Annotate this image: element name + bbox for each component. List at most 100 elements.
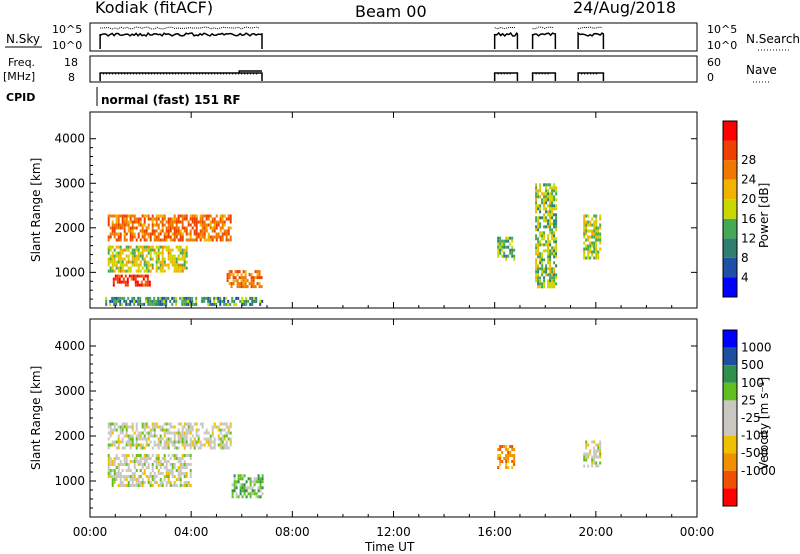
heatmap-cell <box>117 472 120 475</box>
heatmap-cell <box>539 285 542 289</box>
heatmap-cell <box>113 229 116 233</box>
heatmap-cell <box>135 245 138 249</box>
heatmap-cell <box>249 477 252 481</box>
heatmap-cell <box>225 422 228 426</box>
heatmap-cell <box>193 443 196 447</box>
heatmap-cell <box>139 217 142 221</box>
heatmap-cell <box>243 474 246 478</box>
heatmap-cell <box>539 189 542 193</box>
heatmap-cell <box>129 434 132 438</box>
heatmap-cell <box>161 269 164 273</box>
heatmap-cell <box>541 267 544 271</box>
heatmap-cell <box>555 192 558 196</box>
heatmap-cell <box>539 234 542 238</box>
heatmap-cell <box>247 486 250 490</box>
heatmap-cell <box>511 245 514 249</box>
heatmap-cell <box>119 269 122 273</box>
heatmap-cell <box>207 443 210 447</box>
heatmap-cell <box>167 475 170 478</box>
heatmap-cell <box>189 232 192 236</box>
heatmap-cell <box>147 263 150 267</box>
heatmap-cell <box>115 238 118 242</box>
heatmap-cell <box>587 452 590 456</box>
heatmap-cell <box>127 440 130 444</box>
heatmap-cell <box>185 443 188 447</box>
heatmap-cell <box>535 219 538 223</box>
heatmap-cell <box>555 198 558 202</box>
heatmap-cell <box>167 296 170 300</box>
heatmap-cell <box>513 448 516 451</box>
heatmap-cell <box>115 466 118 469</box>
heatmap-cell <box>141 446 144 450</box>
heatmap-cell <box>129 260 132 264</box>
heatmap-cell <box>151 302 154 306</box>
heatmap-cell <box>256 282 259 286</box>
heatmap-cell <box>507 460 510 463</box>
heatmap-cell <box>543 192 546 196</box>
heatmap-cell <box>133 296 136 300</box>
heatmap-cell <box>258 285 261 289</box>
heatmap-cell <box>153 217 156 221</box>
heatmap-cell <box>551 279 554 283</box>
heatmap-cell <box>213 443 216 447</box>
heatmap-cell <box>511 460 514 463</box>
heatmap-cell <box>189 229 192 233</box>
heatmap-cell <box>585 458 588 462</box>
heatmap-cell <box>537 189 540 193</box>
heatmap-cell <box>155 434 158 438</box>
heatmap-cell <box>171 296 174 300</box>
heatmap-cell <box>109 469 112 472</box>
heatmap-cell <box>225 446 228 450</box>
heatmap-cell <box>134 274 137 278</box>
heatmap-cell <box>235 302 238 306</box>
heatmap-cell <box>143 446 146 450</box>
heatmap-cell <box>115 220 118 224</box>
heatmap-cell <box>183 466 186 469</box>
heatmap-cell <box>133 254 136 258</box>
heatmap-cell <box>167 220 170 224</box>
power-colorbar-swatch <box>723 160 737 180</box>
heatmap-cell <box>535 279 538 283</box>
heatmap-cell <box>587 244 590 248</box>
heatmap-cell <box>207 232 210 236</box>
heatmap-cell <box>187 232 190 236</box>
heatmap-cell <box>234 279 237 283</box>
heatmap-cell <box>153 428 156 432</box>
heatmap-cell <box>537 243 540 247</box>
heatmap-cell <box>583 253 586 257</box>
heatmap-cell <box>587 455 590 459</box>
heatmap-cell <box>119 302 122 306</box>
heatmap-cell <box>547 237 550 241</box>
heatmap-cell <box>203 226 206 230</box>
heatmap-cell <box>159 481 162 484</box>
heatmap-cell <box>551 273 554 277</box>
heatmap-cell <box>199 422 202 426</box>
heatmap-cell <box>597 256 600 260</box>
heatmap-cell <box>131 454 134 457</box>
heatmap-cell <box>121 248 124 252</box>
heatmap-cell <box>133 443 136 447</box>
heatmap-cell <box>213 223 216 227</box>
heatmap-cell <box>585 238 588 242</box>
heatmap-cell <box>543 234 546 238</box>
heatmap-cell <box>142 283 145 287</box>
heatmap-cell <box>583 214 586 218</box>
heatmap-cell <box>133 302 136 306</box>
heatmap-cell <box>258 273 261 277</box>
heatmap-cell <box>549 282 552 286</box>
heatmap-cell <box>163 235 166 239</box>
heatmap-cell <box>181 472 184 475</box>
heatmap-cell <box>115 254 118 258</box>
heatmap-cell <box>553 213 556 217</box>
heatmap-cell <box>125 223 128 227</box>
heatmap-cell <box>231 489 234 493</box>
heatmap-cell <box>133 217 136 221</box>
heatmap-cell <box>505 457 508 460</box>
heatmap-cell <box>143 260 146 264</box>
heatmap-cell <box>555 249 558 253</box>
heatmap-cell <box>121 251 124 255</box>
heatmap-cell <box>175 217 178 221</box>
heatmap-cell <box>219 235 222 239</box>
heatmap-cell <box>244 273 247 277</box>
heatmap-cell <box>555 243 558 247</box>
